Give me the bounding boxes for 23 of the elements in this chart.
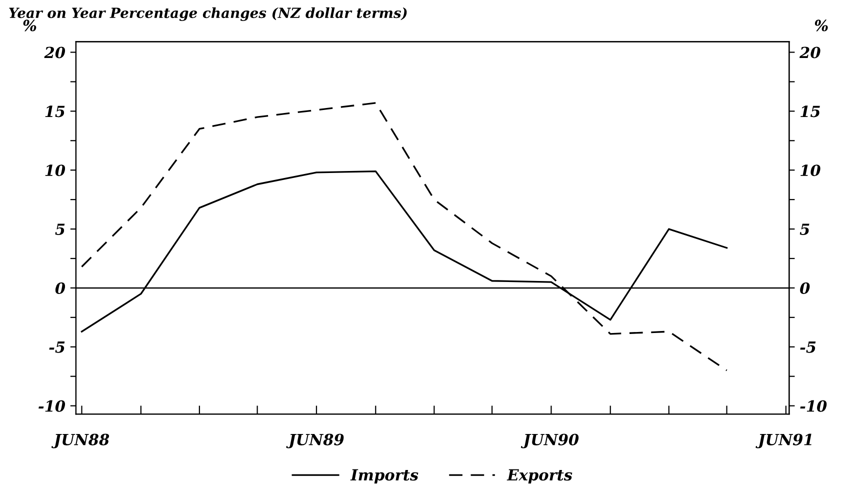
y2-tick-label: 0: [800, 282, 810, 294]
y2-tick-label: -10: [800, 400, 827, 412]
y2-tick-label: 5: [800, 224, 810, 236]
y-axis-title: %: [23, 20, 36, 32]
x-tick-label: JUN90: [520, 434, 579, 448]
y-tick-label: 20: [44, 46, 66, 58]
y-tick-label: 10: [45, 164, 66, 176]
x-tick-label: JUN88: [51, 434, 110, 448]
chart-title: Year on Year Percentage changes (NZ dollar terms): [9, 7, 407, 21]
legend-label: Imports: [350, 469, 418, 484]
y2-tick-label: 15: [800, 106, 820, 118]
y-tick-label: 15: [45, 106, 65, 118]
x-tick-label: JUN89: [286, 434, 344, 448]
legend-label: Exports: [506, 469, 572, 484]
y2-tick-label: -5: [800, 342, 816, 353]
y-tick-label: 5: [55, 224, 65, 236]
y2-axis-title: %: [814, 20, 828, 32]
y2-tick-label: 20: [799, 46, 820, 58]
y-tick-label: -10: [38, 400, 66, 412]
y-tick-label: -5: [49, 342, 65, 353]
x-tick-label: JUN91: [756, 434, 812, 448]
y2-tick-label: 10: [800, 164, 820, 176]
y-tick-label: 0: [55, 282, 66, 294]
